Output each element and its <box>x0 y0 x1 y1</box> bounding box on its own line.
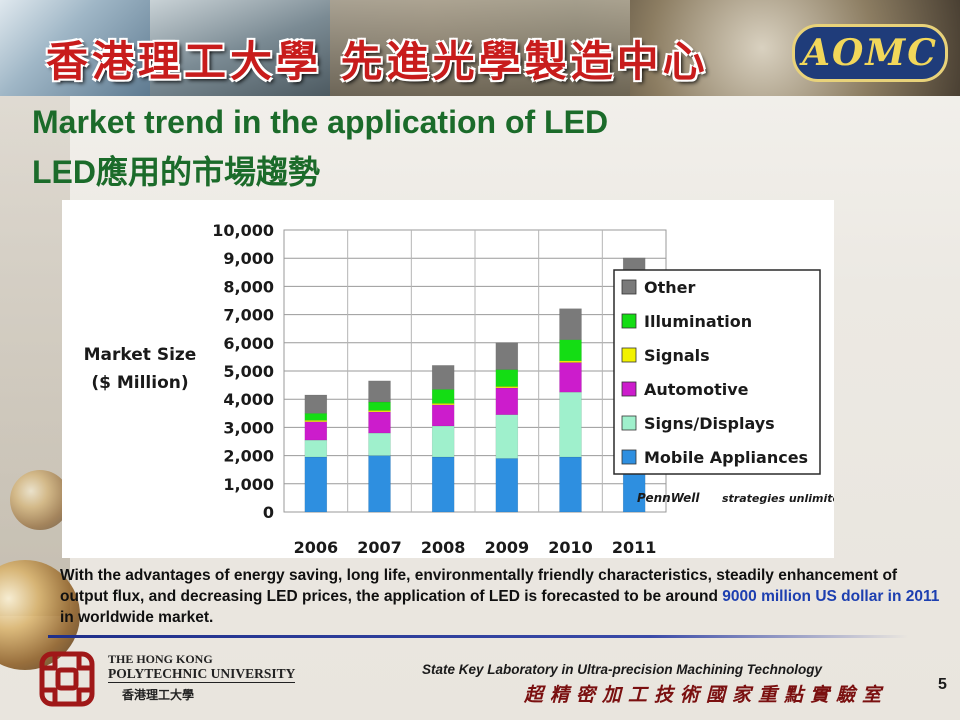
header-banner: 香港理工大學 先進光學製造中心 AOMC <box>0 0 960 96</box>
legend-swatch <box>621 279 637 295</box>
y-tick-label: 8,000 <box>223 277 274 296</box>
page-number: 5 <box>938 676 947 693</box>
legend-swatch <box>621 381 637 397</box>
x-tick-label: 2009 <box>485 538 530 557</box>
bar-segment-mobile-appliances <box>431 456 455 513</box>
bar-segment-automotive <box>431 404 455 427</box>
bar-segment-signals <box>559 360 582 363</box>
description-part2: in worldwide market. <box>60 609 214 626</box>
bar-segment-other <box>495 342 519 370</box>
description-part1: With the advantages of energy saving, lo… <box>60 567 898 605</box>
y-tick-label: 5,000 <box>223 362 274 381</box>
university-name-line2: POLYTECHNIC UNIVERSITY <box>108 666 296 683</box>
university-name-zh: 香港理工大學 <box>122 688 195 702</box>
y-tick-label: 0 <box>263 503 274 522</box>
bar-segment-mobile-appliances <box>559 456 582 513</box>
legend-swatch <box>621 449 637 465</box>
y-tick-label: 3,000 <box>223 418 274 437</box>
bar-segment-mobile-appliances <box>495 458 519 513</box>
legend-label: Automotive <box>644 380 749 399</box>
bar-segment-illumination <box>368 401 391 411</box>
university-name-line1: THE HONG KONG <box>108 652 213 666</box>
y-tick-label: 7,000 <box>223 306 274 325</box>
source-strategies: strategies unlimited <box>722 492 834 505</box>
x-tick-label: 2011 <box>612 538 657 557</box>
chart-canvas: 0 1,000 2,000 3,000 4,000 5,000 6,000 7,000 8,00… <box>84 221 834 557</box>
y-tick-label: 2,000 <box>223 447 274 466</box>
legend-box <box>613 269 821 475</box>
source-pennwell: PennWell <box>637 491 700 505</box>
polyu-logo-icon <box>39 651 95 707</box>
legend-swatch <box>621 313 637 329</box>
legend-label: Mobile Appliances <box>644 448 808 467</box>
y-tick-label: 4,000 <box>223 390 274 409</box>
banner-photo <box>0 0 150 96</box>
divider-rule <box>48 635 908 638</box>
y-tick-label: 9,000 <box>223 249 274 268</box>
bar-segment-other <box>559 308 582 340</box>
source-logos: PennWell strategies unlimited <box>637 491 834 505</box>
bar-segment-mobile-appliances <box>368 455 391 513</box>
aomc-logo: AOMC <box>792 24 948 82</box>
bar-segment-automotive <box>368 411 391 434</box>
bar-segment-signs-displays <box>368 432 391 456</box>
y-tick-label: 6,000 <box>223 334 274 353</box>
bar-segment-signs-displays <box>431 425 455 458</box>
y-axis-label: ($ Million) <box>91 373 188 393</box>
legend-label: Illumination <box>644 312 752 331</box>
y-axis-label: Market Size <box>84 345 197 365</box>
bar-segment-illumination <box>495 369 519 387</box>
bar-segment-illumination <box>559 339 582 362</box>
bar-segment-automotive <box>304 421 328 441</box>
slide-subtitle: LED應用的市場趨勢 <box>32 154 321 190</box>
market-size-chart: 0 1,000 2,000 3,000 4,000 5,000 6,000 7,000 8,00… <box>62 200 834 558</box>
bar-segment-illumination <box>304 413 328 421</box>
bar-segment-mobile-appliances <box>304 456 328 513</box>
legend-label: Other <box>644 278 695 297</box>
bar-segment-signs-displays <box>495 414 519 459</box>
banner-photo <box>150 0 330 96</box>
bar-segment-automotive <box>559 362 582 393</box>
y-tick-label: 1,000 <box>223 475 274 494</box>
lab-name-zh: 超精密加工技術國家重點實驗室 <box>524 684 889 706</box>
legend-label: Signs/Displays <box>644 414 775 433</box>
bar-segment-automotive <box>495 387 519 415</box>
legend-swatch <box>621 347 637 363</box>
legend-swatch <box>621 415 637 431</box>
description-text: With the advantages of energy saving, lo… <box>60 565 940 628</box>
lab-name-en: State Key Laboratory in Ultra-precision … <box>422 662 823 677</box>
y-tick-label: 10,000 <box>212 221 274 240</box>
slide-title: Market trend in the application of LED <box>32 104 609 140</box>
legend-label: Signals <box>644 346 710 365</box>
description-highlight: 9000 million US dollar in 2011 <box>722 588 940 605</box>
banner-photo <box>330 0 630 96</box>
decorative-sphere <box>10 470 70 530</box>
x-tick-label: 2008 <box>421 538 466 557</box>
bar-segment-signs-displays <box>304 439 328 458</box>
banner-title: 香港理工大學 先進光學製造中心 <box>46 37 709 86</box>
bar-segment-other <box>304 394 328 414</box>
bar-segment-signs-displays <box>559 391 582 458</box>
x-tick-label: 2010 <box>548 538 593 557</box>
x-tick-label: 2007 <box>357 538 402 557</box>
bar-segment-illumination <box>431 389 455 404</box>
x-tick-label: 2006 <box>294 538 339 557</box>
bar-segment-other <box>368 380 391 403</box>
bar-segment-other <box>431 365 455 390</box>
